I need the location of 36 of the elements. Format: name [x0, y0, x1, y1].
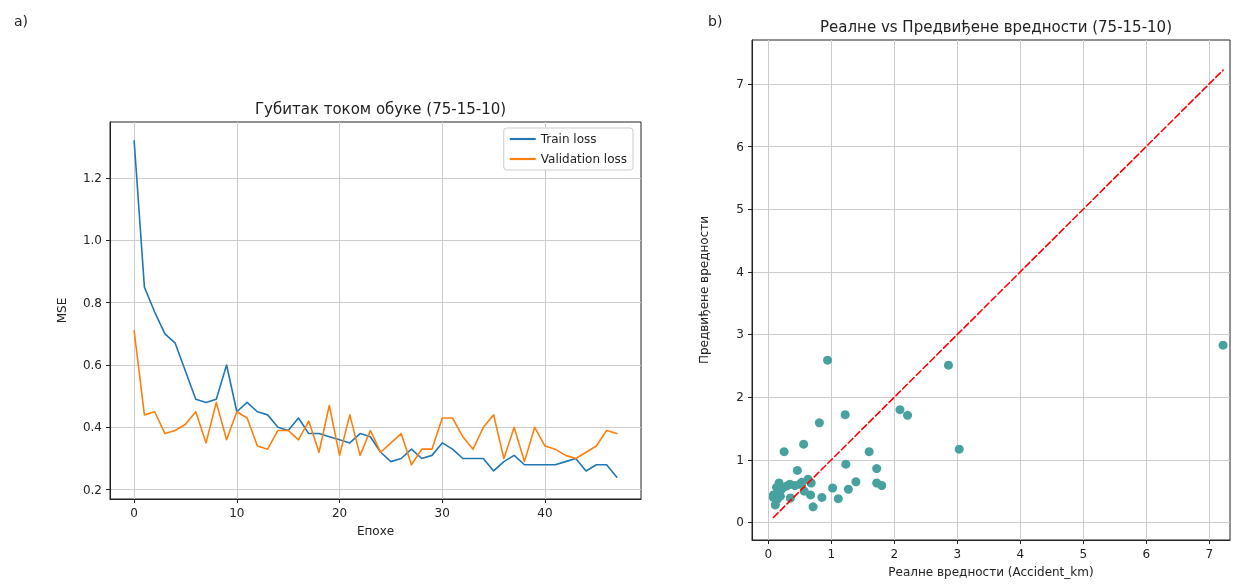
x-tick-label: 4 — [1016, 547, 1025, 561]
y-tick-label: 7 — [736, 76, 744, 91]
y-tick-label: 4 — [736, 264, 744, 279]
x-tick-label: 40 — [537, 506, 553, 520]
x-tick-label: 5 — [1079, 547, 1088, 561]
x-tick-label: 6 — [1142, 547, 1151, 561]
x-tick-label: 10 — [229, 506, 245, 520]
y-tick-label: 0.2 — [82, 482, 102, 497]
x-tick-label: 2 — [890, 547, 899, 561]
y-tick-label: 1.0 — [82, 233, 102, 248]
x-tick-label: 1 — [827, 547, 836, 561]
x-tick-label: 20 — [331, 506, 348, 520]
x-tick-label: 7 — [1205, 547, 1214, 561]
y-tick-label: 5 — [736, 202, 744, 217]
y-tick-label: 6 — [736, 139, 744, 154]
x-tick-label: 3 — [953, 547, 962, 561]
y-tick-label: 0.8 — [82, 295, 102, 310]
y-axis-title: Предвиђене вредности — [697, 215, 711, 365]
chart-title: Реалне vs Предвиђене вредности (75-15-10) — [820, 17, 1172, 36]
legend-label: Validation loss — [540, 152, 627, 166]
y-tick-label: 2 — [736, 390, 744, 405]
text: b) — [708, 13, 723, 29]
legend-label: Train loss — [539, 132, 597, 146]
x-tick-label: 0 — [130, 506, 138, 520]
y-tick-label: 1.2 — [82, 171, 102, 186]
y-tick-label: 1 — [736, 452, 744, 467]
y-tick-label: 0.6 — [82, 358, 102, 373]
y-tick-label: 0.4 — [82, 420, 102, 435]
x-axis-title: Реалне вредности (Accident_km) — [888, 565, 1094, 579]
x-tick-label: 30 — [434, 506, 450, 520]
chart-title: Губитак током обуке (75-15-10) — [254, 99, 507, 118]
y-tick-label: 3 — [736, 327, 744, 342]
x-tick-label: 0 — [764, 547, 773, 561]
y-axis-title: MSE — [55, 297, 69, 324]
x-axis-title: Епохе — [356, 524, 395, 538]
text: a) — [14, 13, 29, 29]
